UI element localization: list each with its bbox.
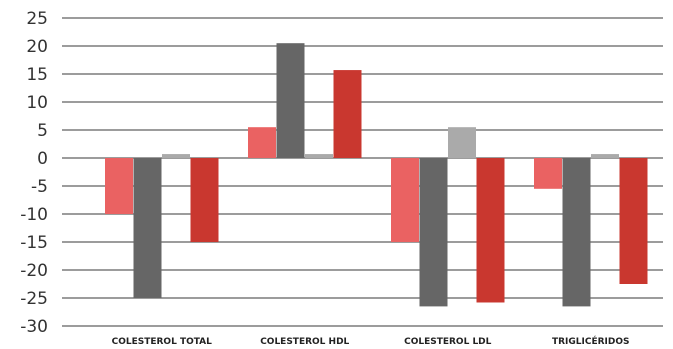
bar — [248, 127, 276, 158]
bar — [534, 158, 562, 189]
y-tick-label: 5 — [37, 121, 48, 141]
bar — [448, 127, 476, 158]
y-tick-label: 20 — [26, 37, 48, 57]
bar — [419, 158, 448, 307]
bar — [190, 158, 219, 242]
bar — [391, 158, 419, 242]
y-tick-label: -10 — [20, 205, 48, 225]
y-tick-label: 25 — [26, 9, 48, 29]
bar — [133, 158, 162, 298]
bar — [619, 158, 648, 284]
y-tick-label: -20 — [20, 261, 48, 281]
bar — [105, 158, 133, 214]
bar — [476, 158, 505, 303]
bar — [562, 158, 591, 307]
y-tick-label: -30 — [20, 317, 48, 337]
bar — [305, 154, 333, 158]
x-tick-label: TRIGLICÉRIDOS — [552, 335, 630, 347]
x-tick-label: COLESTEROL HDL — [260, 337, 349, 347]
y-tick-label: -5 — [31, 177, 48, 197]
y-tick-label: -15 — [20, 233, 48, 253]
y-tick-label: 0 — [37, 149, 48, 169]
x-tick-label: COLESTEROL TOTAL — [112, 337, 213, 347]
x-tick-label: COLESTEROL LDL — [404, 337, 492, 347]
y-tick-label: -25 — [20, 289, 48, 309]
y-tick-label: 15 — [26, 65, 48, 85]
bar — [276, 43, 305, 159]
y-tick-label: 10 — [26, 93, 48, 113]
bar — [333, 70, 362, 158]
bar — [591, 154, 619, 158]
bar — [162, 154, 190, 158]
